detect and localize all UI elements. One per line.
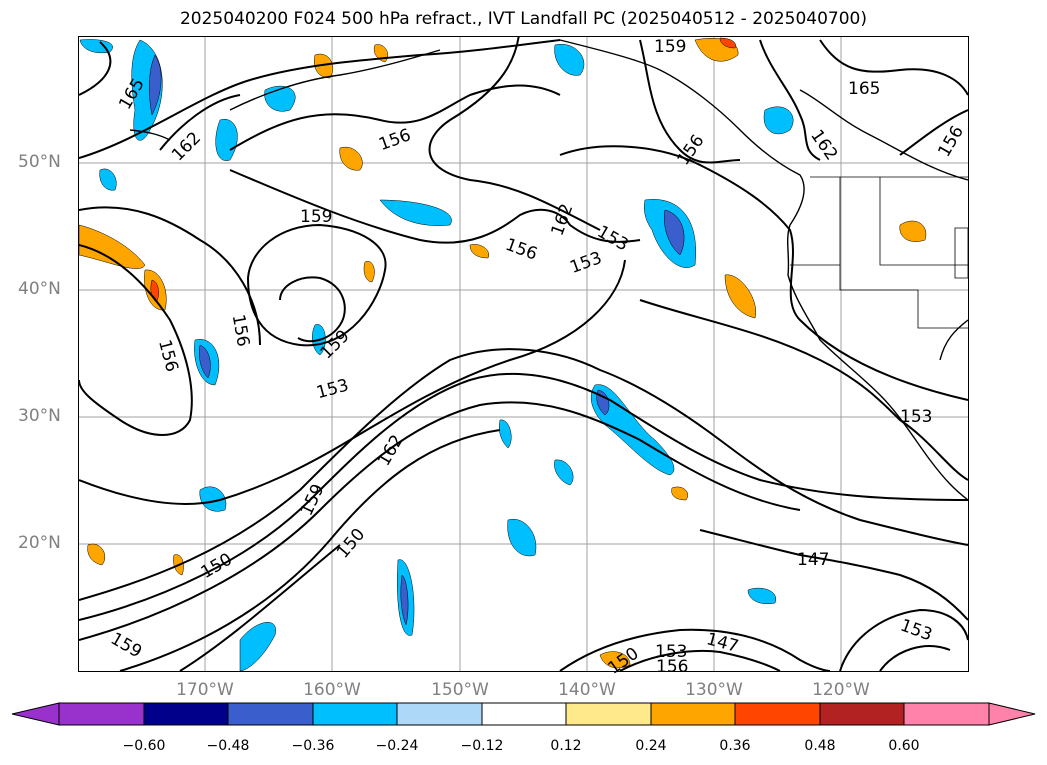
shading-negative	[79, 39, 794, 671]
colorbar-tick: −0.12	[460, 738, 504, 754]
colorbar-segment	[396, 702, 483, 726]
lon-label: 120°W	[812, 680, 870, 700]
contour-label: 159	[300, 207, 332, 227]
colorbar-tick: 0.12	[550, 738, 582, 754]
contour-label: 153	[314, 375, 351, 403]
lon-label: 160°W	[303, 680, 361, 700]
lon-label: 140°W	[558, 680, 616, 700]
colorbar-segment	[903, 702, 990, 726]
colorbar-segment	[312, 702, 398, 726]
contour-label: 156	[656, 657, 688, 677]
colorbar-segment	[819, 702, 905, 726]
contour-label: 156	[934, 123, 968, 161]
lat-label: 50°N	[18, 152, 61, 172]
contour-label: 162	[374, 432, 408, 470]
contour-label: 156	[503, 235, 540, 265]
contour-label: 153	[897, 615, 934, 645]
colorbar-segment	[227, 702, 314, 726]
contour-label: 156	[376, 125, 413, 155]
colorbar-segment	[650, 702, 736, 726]
refractivity-contours	[79, 37, 968, 671]
gridlines	[79, 37, 968, 671]
contour-label: 153	[567, 248, 604, 278]
contour-label: 159	[654, 37, 686, 57]
colorbar	[11, 702, 1036, 726]
shading-positive	[79, 37, 927, 669]
lat-label: 30°N	[18, 406, 61, 426]
lon-label: 150°W	[431, 680, 489, 700]
contour-label: 156	[674, 131, 709, 169]
coastlines	[129, 39, 968, 501]
colorbar-segment	[565, 702, 652, 726]
contour-label: 150	[605, 644, 643, 679]
colorbar-tick: 0.60	[888, 738, 920, 754]
contour-label: 156	[228, 313, 253, 348]
colorbar-extend-right	[988, 702, 1036, 726]
lat-label: 40°N	[18, 279, 61, 299]
map-title: 2025040200 F024 500 hPa refract., IVT La…	[179, 9, 867, 29]
colorbar-tick: 0.36	[719, 738, 751, 754]
contour-label: 147	[797, 550, 829, 570]
contour-label: 153	[900, 407, 932, 427]
contour-label: 162	[548, 201, 578, 238]
contour-label: 162	[806, 126, 841, 164]
lon-label: 130°W	[685, 680, 743, 700]
colorbar-tick: −0.48	[206, 738, 250, 754]
colorbar-segment	[58, 702, 145, 726]
contour-label: 153	[594, 222, 632, 256]
contour-label: 153	[655, 642, 687, 662]
lon-label: 170°W	[176, 680, 234, 700]
colorbar-segment	[734, 702, 821, 726]
contour-label: 156	[154, 338, 182, 375]
colorbar-tick: −0.36	[291, 738, 335, 754]
contour-label: 159	[107, 629, 145, 663]
colorbar-tick: −0.60	[122, 738, 166, 754]
contour-label: 165	[848, 79, 880, 99]
colorbar-segment	[481, 702, 567, 726]
land-borders	[790, 176, 968, 329]
colorbar-tick: 0.24	[635, 738, 667, 754]
colorbar-segment	[143, 702, 229, 726]
lat-label: 20°N	[18, 533, 61, 553]
colorbar-tick: −0.24	[375, 738, 419, 754]
colorbar-tick: 0.48	[804, 738, 836, 754]
colorbar-extend-left	[11, 702, 60, 726]
